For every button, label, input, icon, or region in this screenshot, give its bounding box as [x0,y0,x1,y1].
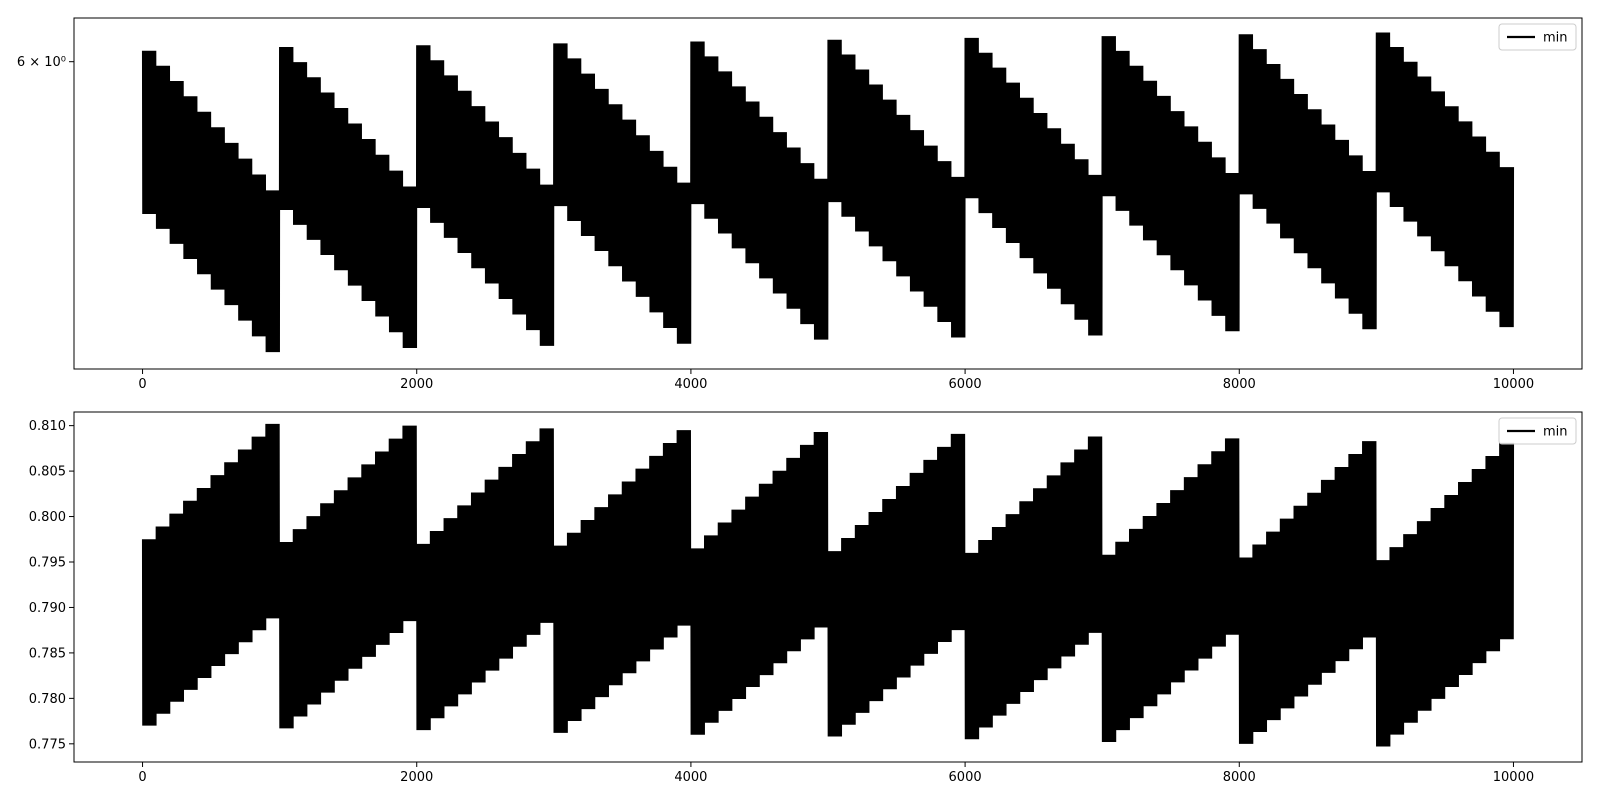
x-tick-label: 0 [138,770,146,785]
x-tick-label: 6000 [949,377,982,392]
x-tick-label: 2000 [400,770,433,785]
y-tick-label: 0.810 [29,419,66,434]
series-line-min [141,32,1515,353]
x-tick-label: 8000 [1223,770,1256,785]
legend: min [1498,417,1577,445]
axes-frame [73,411,1583,763]
chart-panel-1: 0 2000 4000 6000 8000 10000 6 × 10⁰ min [17,17,1583,392]
x-tick-label: 6000 [949,770,982,785]
y-tick-label: 0.805 [29,465,66,480]
x-tick-label: 10000 [1493,770,1534,785]
legend-label: min [1543,425,1568,440]
y-tick-label: 0.790 [29,601,66,616]
y-tick-label: 0.795 [29,556,66,571]
y-tick-label: 0.800 [29,510,66,525]
series-line-min [141,423,1515,747]
legend-box [1498,23,1577,51]
y-tick-label: 0.775 [29,737,66,752]
y-tick-label: 0.785 [29,646,66,661]
chart-panel-2: 0 2000 4000 6000 8000 10000 0.775 0.780 0.785 0.7… [29,411,1583,785]
x-tick-label: 4000 [674,377,707,392]
x-tick-label: 10000 [1493,377,1534,392]
y-tick-label: 6 × 10⁰ [17,55,66,70]
x-tick-label: 2000 [400,377,433,392]
legend-label: min [1543,31,1568,46]
y-tick-label: 0.780 [29,692,66,707]
legend-box [1498,417,1577,445]
x-tick-label: 4000 [674,770,707,785]
legend: min [1498,23,1577,51]
x-tick-label: 8000 [1223,377,1256,392]
axes-frame [73,17,1583,370]
x-tick-label: 0 [138,377,146,392]
